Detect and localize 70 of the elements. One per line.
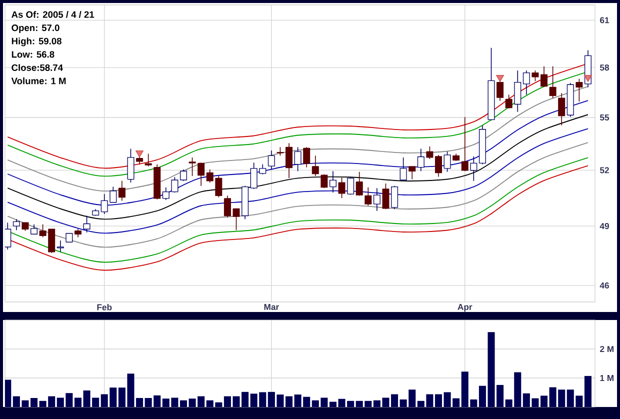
candlestick bbox=[56, 240, 64, 252]
candlestick bbox=[391, 185, 398, 210]
candlestick bbox=[320, 174, 328, 188]
candlestick bbox=[400, 157, 407, 182]
x-tick-label: Feb bbox=[97, 304, 112, 310]
annotation: Volume: 1 M bbox=[11, 77, 66, 84]
annotation: Low: 56.8 bbox=[12, 51, 54, 58]
candlestick bbox=[268, 150, 275, 170]
candlestick bbox=[356, 171, 363, 196]
candlestick bbox=[444, 151, 451, 172]
candlestick bbox=[224, 195, 231, 218]
candlestick bbox=[434, 154, 442, 178]
candlestick bbox=[382, 183, 390, 210]
bar bbox=[74, 398, 82, 407]
candlestick bbox=[549, 66, 556, 98]
candlestick bbox=[144, 153, 152, 167]
candlestick bbox=[417, 148, 424, 172]
candlestick bbox=[461, 116, 468, 172]
candlestick bbox=[180, 169, 187, 182]
candlestick bbox=[505, 94, 512, 109]
line-series bbox=[7, 128, 588, 234]
candlestick bbox=[426, 146, 434, 160]
candlestick bbox=[347, 176, 354, 196]
annotation: As Of: 2005 / 4 / 21 bbox=[12, 11, 94, 18]
candlestick bbox=[514, 70, 522, 112]
candlestick bbox=[286, 142, 293, 179]
bar bbox=[584, 376, 592, 407]
line-series bbox=[7, 86, 588, 192]
candlestick bbox=[329, 170, 336, 193]
bar bbox=[329, 402, 336, 407]
candlestick bbox=[294, 146, 302, 172]
candlestick bbox=[558, 92, 566, 126]
candlestick bbox=[30, 224, 38, 235]
bar bbox=[30, 398, 38, 407]
candlestick bbox=[576, 78, 583, 102]
candlestick bbox=[522, 70, 530, 96]
bar bbox=[180, 400, 188, 407]
candlestick bbox=[364, 186, 372, 206]
candlestick bbox=[232, 208, 240, 230]
annotation: High: 59.08 bbox=[12, 38, 62, 46]
candlestick bbox=[12, 218, 20, 230]
annotation: Open: 57.0 bbox=[12, 24, 60, 33]
x-tick-label: Apr bbox=[458, 304, 472, 312]
candlestick bbox=[540, 66, 548, 88]
candlestick bbox=[338, 177, 346, 198]
candlestick bbox=[312, 155, 319, 176]
candlestick bbox=[470, 156, 478, 182]
bar bbox=[286, 396, 293, 407]
y-tick-label: 61 bbox=[600, 17, 610, 24]
line-series bbox=[7, 114, 588, 220]
bar bbox=[434, 394, 442, 407]
y-tick-label: 49 bbox=[600, 223, 609, 230]
candlestick bbox=[83, 215, 90, 233]
bar bbox=[5, 380, 12, 407]
candlestick bbox=[532, 70, 539, 82]
candlestick bbox=[118, 180, 126, 202]
x-tick-label: Mar bbox=[264, 304, 279, 310]
y-tick-label: 2 M bbox=[600, 346, 614, 352]
y-tick-label: 58 bbox=[600, 64, 610, 71]
y-tick-label: 55 bbox=[600, 114, 610, 121]
candlestick bbox=[303, 146, 310, 168]
candlestick bbox=[373, 188, 380, 212]
annotation: Close:58.74 bbox=[12, 64, 63, 71]
bar bbox=[540, 396, 548, 407]
y-tick-label: 52 bbox=[600, 167, 609, 174]
candlestick bbox=[408, 166, 416, 180]
line-series bbox=[7, 142, 588, 248]
candlestick bbox=[127, 148, 134, 183]
y-tick-label: 46 bbox=[600, 282, 609, 288]
y-tick-label: 1 M bbox=[600, 375, 614, 381]
